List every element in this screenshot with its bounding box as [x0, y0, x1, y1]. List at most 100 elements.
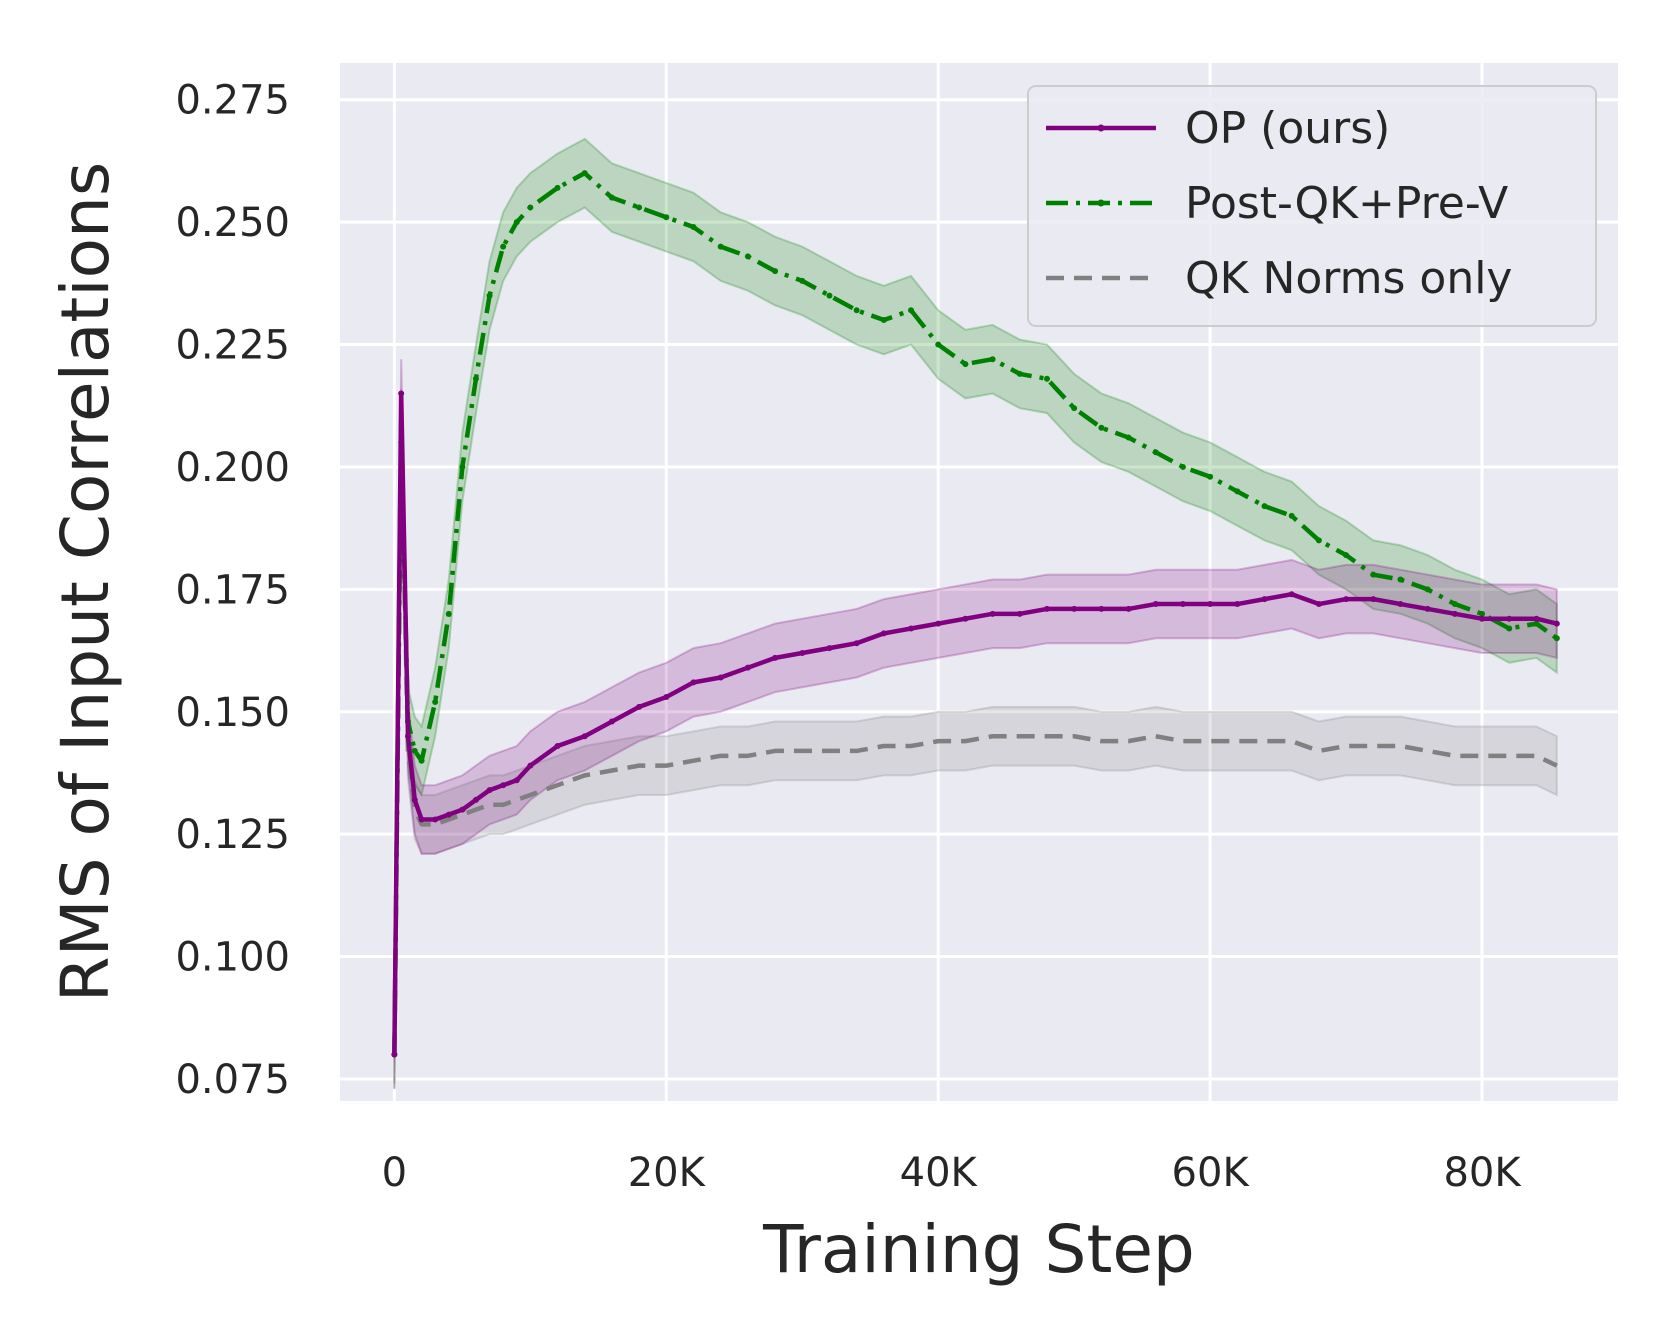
series-point-post-qk-pre-v-9 — [486, 292, 493, 299]
series-point-op-ours-11 — [513, 777, 520, 784]
legend-box — [1027, 85, 1597, 327]
x-tick-label-1: 20K — [628, 1150, 707, 1196]
legend-label-post-qk-pre-v: Post-QK+Pre-V — [1185, 178, 1508, 229]
series-point-op-ours-18 — [690, 679, 697, 686]
series-point-op-ours-19 — [717, 674, 724, 681]
legend-label-op-ours: OP (ours) — [1185, 103, 1390, 154]
series-point-post-qk-pre-v-19 — [717, 243, 724, 250]
series-point-op-ours-32 — [1071, 605, 1078, 612]
series-point-post-qk-pre-v-45 — [1424, 586, 1431, 593]
series-point-op-ours-1 — [398, 390, 405, 397]
series-point-op-ours-35 — [1152, 601, 1159, 608]
series-point-post-qk-pre-v-42 — [1343, 552, 1350, 559]
x-tick-label-2: 40K — [900, 1150, 979, 1196]
series-point-post-qk-pre-v-13 — [554, 184, 561, 191]
series-point-post-qk-pre-v-23 — [826, 292, 833, 299]
series-point-op-ours-25 — [880, 630, 887, 637]
series-point-post-qk-pre-v-20 — [744, 253, 751, 260]
y-tick-label-5: 0.200 — [175, 445, 290, 491]
series-point-op-ours-10 — [500, 782, 507, 789]
legend-marker-post-qk-pre-v — [1097, 199, 1105, 207]
series-point-post-qk-pre-v-4 — [418, 757, 425, 764]
series-point-post-qk-pre-v-26 — [908, 307, 915, 314]
x-tick-label-0: 0 — [382, 1150, 407, 1196]
series-point-op-ours-23 — [826, 645, 833, 652]
series-point-post-qk-pre-v-14 — [581, 170, 588, 177]
series-lines — [391, 170, 1560, 1058]
series-band-post-qk-pre-v — [393, 137, 1558, 1089]
series-point-post-qk-pre-v-24 — [853, 307, 860, 314]
grid — [340, 63, 1618, 1101]
series-point-post-qk-pre-v-16 — [636, 204, 643, 211]
series-point-post-qk-pre-v-43 — [1370, 571, 1377, 578]
series-point-op-ours-45 — [1424, 605, 1431, 612]
series-point-op-ours-48 — [1506, 615, 1513, 622]
y-tick-label-6: 0.225 — [175, 323, 290, 369]
series-point-op-ours-26 — [908, 625, 915, 632]
series-point-op-ours-41 — [1315, 601, 1322, 608]
series-point-op-ours-3 — [411, 796, 418, 803]
y-tick-labels: 0.075 0.100 0.125 0.150 0.175 0.200 0.225 0.250… — [175, 78, 290, 1103]
series-point-op-ours-46 — [1451, 610, 1458, 617]
series-point-post-qk-pre-v-44 — [1397, 576, 1404, 583]
series-point-op-ours-13 — [554, 743, 561, 750]
series-point-op-ours-12 — [527, 762, 534, 769]
series-point-post-qk-pre-v-35 — [1152, 449, 1159, 456]
legend: OP (ours) Post-QK+Pre-V QK Norms only — [1027, 85, 1597, 327]
series-point-op-ours-4 — [418, 816, 425, 823]
series-point-op-ours-43 — [1370, 596, 1377, 603]
series-point-op-ours-50 — [1553, 620, 1560, 627]
series-point-op-ours-6 — [445, 811, 452, 818]
series-point-op-ours-5 — [432, 816, 439, 823]
series-point-post-qk-pre-v-12 — [527, 204, 534, 211]
series-point-op-ours-47 — [1479, 615, 1486, 622]
series-point-post-qk-pre-v-46 — [1451, 601, 1458, 608]
series-point-post-qk-pre-v-32 — [1071, 405, 1078, 412]
series-point-op-ours-31 — [1043, 605, 1050, 612]
series-point-op-ours-24 — [853, 640, 860, 647]
series-point-post-qk-pre-v-27 — [935, 341, 942, 348]
y-tick-label-1: 0.100 — [175, 935, 290, 981]
legend-entry-post-qk-pre-v: Post-QK+Pre-V — [1046, 178, 1508, 229]
series-point-post-qk-pre-v-6 — [445, 610, 452, 617]
series-point-op-ours-27 — [935, 620, 942, 627]
series-point-op-ours-21 — [772, 654, 779, 661]
legend-marker-op-ours — [1097, 124, 1105, 132]
series-point-op-ours-8 — [472, 796, 479, 803]
series-point-post-qk-pre-v-8 — [472, 375, 479, 382]
series-point-post-qk-pre-v-39 — [1261, 503, 1268, 510]
series-point-op-ours-39 — [1261, 596, 1268, 603]
series-point-op-ours-16 — [636, 703, 643, 710]
series-point-op-ours-28 — [962, 615, 969, 622]
series-point-op-ours-17 — [663, 694, 670, 701]
series-point-post-qk-pre-v-50 — [1553, 635, 1560, 642]
series-point-op-ours-7 — [459, 806, 466, 813]
series-point-post-qk-pre-v-41 — [1315, 537, 1322, 544]
series-point-post-qk-pre-v-3 — [411, 747, 418, 754]
series-point-op-ours-20 — [744, 664, 751, 671]
x-tick-label-3: 60K — [1172, 1150, 1251, 1196]
y-tick-label-3: 0.150 — [175, 690, 290, 736]
series-point-op-ours-37 — [1207, 601, 1214, 608]
series-point-op-ours-49 — [1533, 615, 1540, 622]
series-point-op-ours-42 — [1343, 596, 1350, 603]
legend-entry-op-ours: OP (ours) — [1046, 103, 1390, 154]
series-point-op-ours-44 — [1397, 601, 1404, 608]
y-tick-label-2: 0.125 — [175, 812, 290, 858]
series-point-post-qk-pre-v-47 — [1479, 610, 1486, 617]
series-point-op-ours-15 — [608, 718, 615, 725]
y-tick-label-7: 0.250 — [175, 200, 290, 246]
x-tick-labels: 0 20K 40K 60K 80K — [382, 1150, 1523, 1196]
series-point-op-ours-38 — [1234, 601, 1241, 608]
series-band-qk-norms-only — [393, 388, 1558, 1084]
series-point-op-ours-36 — [1179, 601, 1186, 608]
y-tick-label-8: 0.275 — [175, 78, 290, 124]
series-point-op-ours-33 — [1098, 605, 1105, 612]
series-point-post-qk-pre-v-11 — [513, 219, 520, 226]
legend-entry-qk-norms-only: QK Norms only — [1046, 253, 1512, 304]
series-point-post-qk-pre-v-37 — [1207, 473, 1214, 480]
x-tick-label-4: 80K — [1443, 1150, 1522, 1196]
series-point-post-qk-pre-v-30 — [1016, 370, 1023, 377]
series-point-op-ours-40 — [1288, 591, 1295, 598]
